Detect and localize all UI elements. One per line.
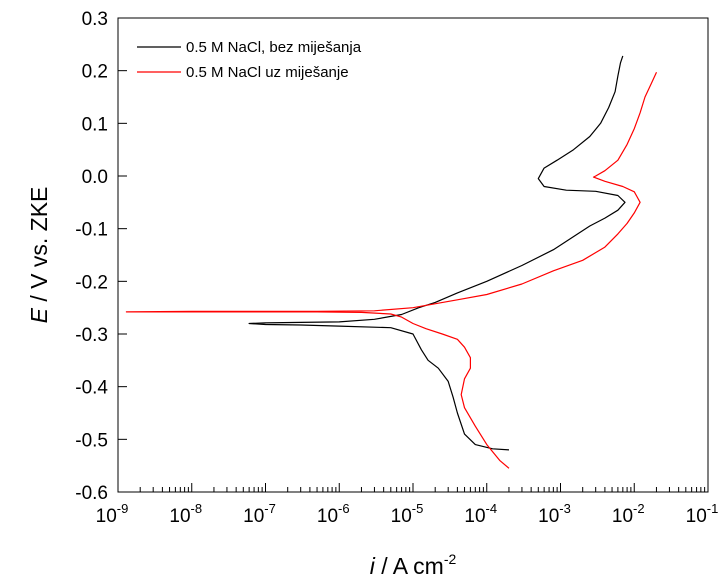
x-tick-label: 10-9 bbox=[96, 501, 129, 527]
series-line-2 bbox=[125, 71, 658, 469]
y-tick-label: -0.4 bbox=[75, 378, 108, 399]
x-tick-label: 10-7 bbox=[243, 501, 276, 527]
x-tick-label: 10-4 bbox=[464, 501, 497, 527]
y-tick-label: 0.0 bbox=[82, 167, 108, 188]
y-tick-label: -0.5 bbox=[75, 430, 108, 451]
plot-frame bbox=[117, 17, 709, 493]
y-tick-label: 0.1 bbox=[82, 114, 108, 135]
x-tick-label: 10-2 bbox=[612, 501, 645, 527]
y-tick-label: 0.3 bbox=[82, 9, 108, 30]
y-axis-title: E / V vs. ZKE bbox=[26, 187, 52, 324]
y-tick-label: -0.3 bbox=[75, 325, 108, 346]
y-tick-label: -0.2 bbox=[75, 272, 108, 293]
x-tick-label: 10-3 bbox=[538, 501, 571, 527]
y-axis-ticks: 0.3 0.2 0.1 0.0 -0.1 -0.2 -0.3 -0.4 -0.5 -0.6 bbox=[75, 9, 127, 504]
series-line-1 bbox=[248, 55, 626, 451]
x-tick-label: 10-1 bbox=[686, 501, 719, 527]
x-tick-label: 10-5 bbox=[391, 501, 424, 527]
legend-label-1: 0.5 M NaCl, bez miješanja bbox=[186, 39, 362, 56]
x-tick-label: 10-8 bbox=[169, 501, 202, 527]
legend-label-2: 0.5 M NaCl uz miješanje bbox=[186, 64, 349, 81]
legend: 0.5 M NaCl, bez miješanja 0.5 M NaCl uz … bbox=[137, 39, 362, 81]
x-axis-title: i / A cm-2 bbox=[370, 551, 457, 579]
y-tick-label: -0.6 bbox=[75, 483, 108, 504]
series-layer bbox=[125, 55, 658, 469]
y-tick-label: 0.2 bbox=[82, 62, 108, 83]
x-axis-ticks: 10-9 10-8 10-7 10-6 10-5 10-4 10-3 10-2 10-1 bbox=[96, 483, 719, 527]
y-tick-label: -0.1 bbox=[75, 220, 108, 241]
x-tick-label: 10-6 bbox=[317, 501, 350, 527]
